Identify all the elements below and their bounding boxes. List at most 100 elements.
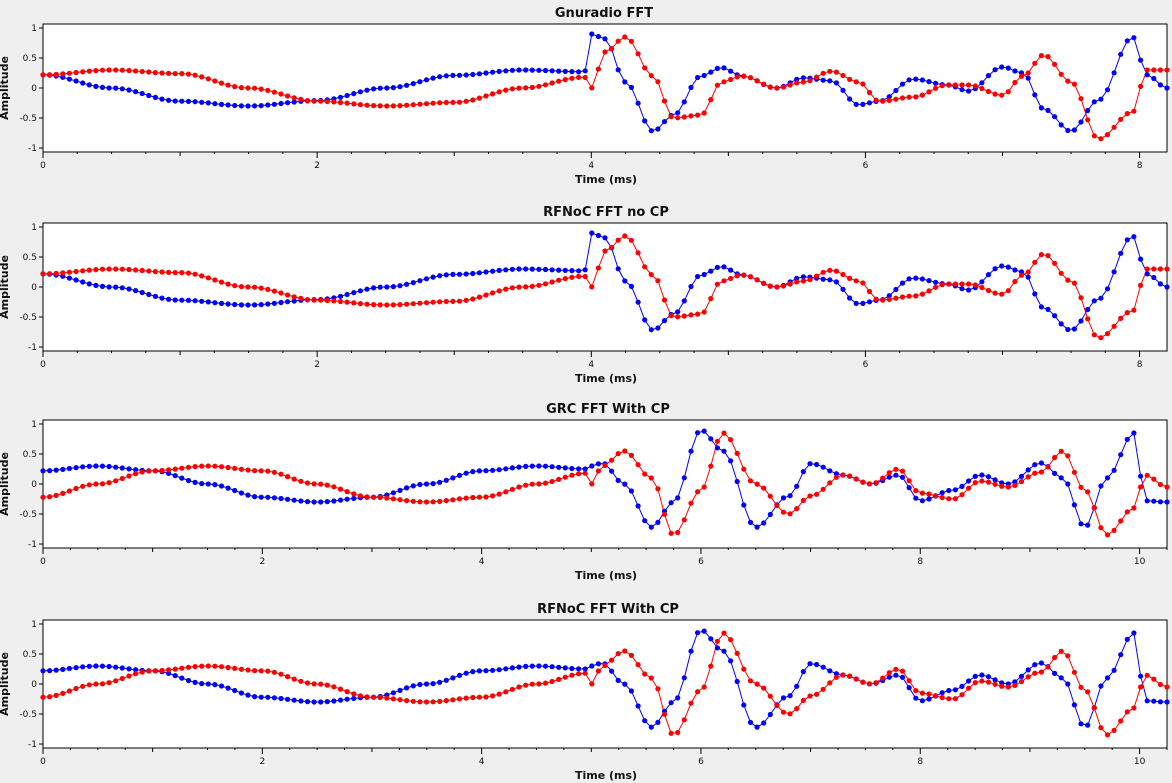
data-point (106, 85, 112, 91)
data-point (675, 695, 681, 701)
data-point (192, 464, 198, 470)
data-point (1085, 689, 1091, 695)
data-point (1018, 479, 1025, 485)
data-point (880, 297, 886, 303)
data-point (661, 711, 668, 717)
data-point (833, 671, 840, 677)
data-point (252, 302, 258, 308)
data-point (893, 472, 899, 478)
data-point (602, 248, 608, 254)
data-point (576, 268, 582, 274)
data-point (245, 492, 251, 498)
data-point (999, 683, 1005, 689)
data-point (503, 68, 509, 74)
data-point (959, 87, 965, 93)
data-point (999, 92, 1005, 98)
data-point (119, 665, 125, 671)
data-point (840, 72, 846, 79)
data-point (66, 688, 72, 694)
data-point (437, 698, 443, 704)
data-point (714, 65, 721, 71)
data-point (1164, 284, 1170, 290)
data-point (1098, 683, 1104, 689)
data-point (232, 84, 238, 90)
data-point (113, 266, 119, 272)
data-point (814, 491, 820, 497)
data-point (1045, 306, 1051, 312)
data-point (258, 285, 264, 291)
data-point (1118, 116, 1124, 122)
data-point (919, 498, 926, 504)
data-point (271, 695, 277, 701)
data-point (1012, 267, 1018, 273)
data-point (655, 519, 661, 525)
data-point (99, 681, 106, 687)
data-point (880, 98, 886, 104)
data-point (833, 674, 840, 680)
data-point (516, 464, 522, 470)
data-point (529, 283, 535, 289)
data-point (734, 273, 740, 279)
data-point (73, 685, 79, 692)
data-point (238, 103, 244, 109)
data-point (1018, 679, 1025, 685)
data-point (972, 480, 978, 486)
data-point (794, 506, 800, 512)
data-point (542, 281, 549, 287)
data-point (622, 681, 628, 687)
data-point (761, 81, 767, 87)
data-point (985, 88, 992, 95)
data-point (238, 466, 244, 472)
data-point (456, 271, 463, 277)
data-point (972, 473, 978, 479)
data-point (218, 101, 225, 107)
data-point (1012, 682, 1018, 688)
data-point (1144, 672, 1150, 678)
data-point (146, 291, 152, 298)
data-point (1018, 473, 1025, 479)
data-point (238, 302, 244, 308)
data-point (410, 301, 416, 307)
data-point (1032, 462, 1038, 468)
data-point (397, 103, 403, 109)
data-point (622, 34, 628, 40)
data-point (443, 498, 449, 504)
data-point (404, 301, 410, 307)
data-point (93, 83, 99, 89)
data-point (542, 82, 549, 88)
data-point (681, 717, 687, 723)
data-point (496, 89, 502, 95)
data-point (523, 463, 529, 469)
data-point (357, 89, 363, 95)
data-point (582, 470, 588, 476)
data-point (265, 694, 271, 700)
data-point (119, 465, 125, 471)
data-point (754, 524, 760, 530)
data-point (582, 670, 588, 676)
data-point (820, 269, 826, 275)
x-tick-label: 8 (1137, 161, 1143, 171)
data-point (40, 72, 46, 78)
data-point (410, 483, 416, 489)
data-point (139, 289, 145, 296)
data-point (40, 494, 46, 500)
data-point (1071, 326, 1077, 332)
data-point (741, 502, 747, 508)
data-point (648, 675, 654, 681)
y-tick-label: 0 (31, 480, 37, 490)
data-point (192, 479, 198, 485)
data-point (655, 325, 661, 331)
data-point (245, 302, 251, 308)
data-point (232, 102, 238, 109)
data-point (602, 49, 608, 55)
data-point (628, 452, 635, 458)
data-point (728, 267, 734, 273)
data-point (1052, 61, 1058, 67)
data-point (410, 498, 416, 504)
data-point (1118, 315, 1124, 321)
data-point (1131, 234, 1137, 240)
data-point (66, 70, 72, 76)
data-point (536, 67, 542, 73)
data-point (86, 463, 92, 469)
data-point (384, 103, 390, 109)
